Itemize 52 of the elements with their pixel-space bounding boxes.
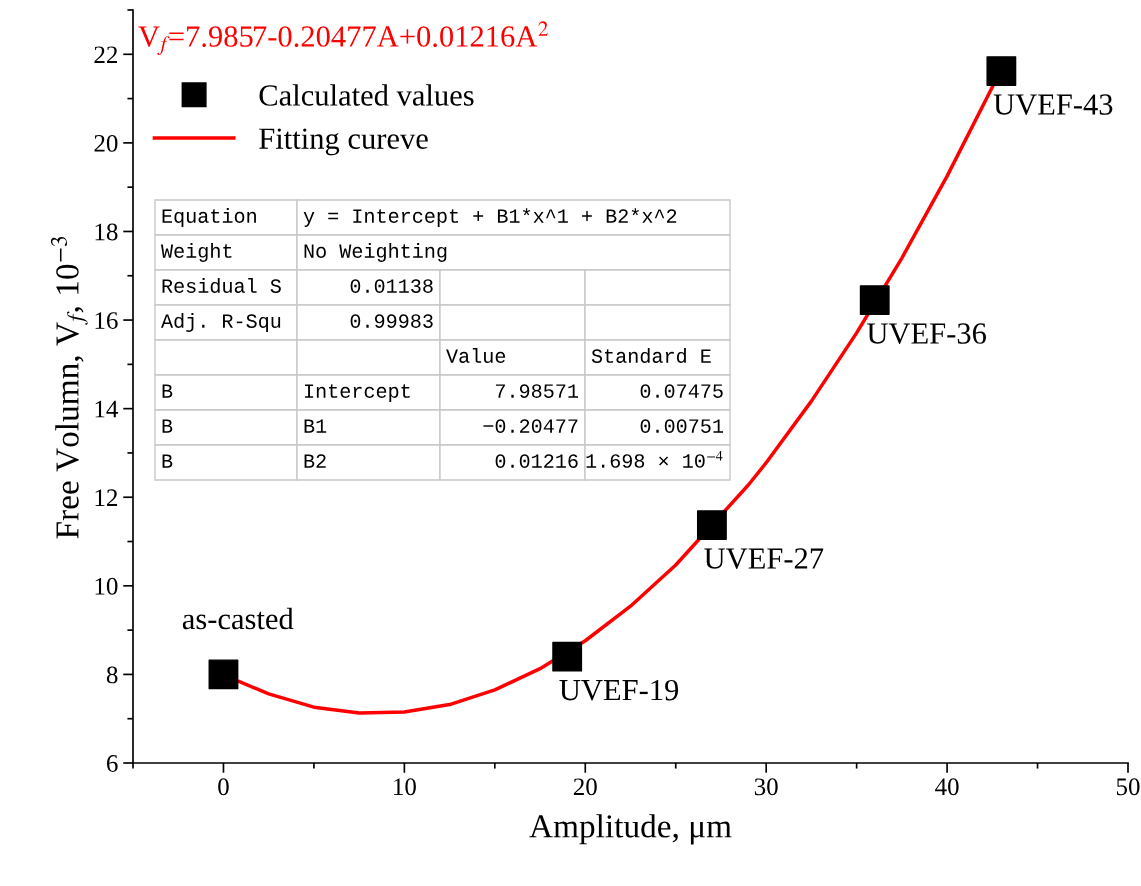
y-tick-label: 6	[106, 755, 118, 772]
annotation: Standard E	[591, 348, 711, 363]
y-tick-label: 8	[106, 666, 118, 684]
x-tick-label: 10	[394, 778, 416, 796]
annotation: y = Intercept + B1*x^1 + B2*x^2	[303, 208, 677, 227]
annotation: 0.99983	[350, 314, 433, 328]
point	[208, 659, 239, 690]
annotation: 1.698 × 10$^{−4}$	[586, 450, 723, 468]
legend-label: Calculated values	[259, 84, 474, 106]
annotation: Weight	[161, 243, 232, 262]
annotation: B	[162, 454, 173, 468]
annotation: UVEF-19	[559, 679, 679, 701]
annotation: B	[162, 384, 173, 398]
y-tick-label: 22	[94, 46, 118, 63]
y-tick-label: 20	[94, 134, 118, 152]
annotation: Intercept	[304, 384, 410, 402]
annotation: Value	[446, 348, 506, 363]
point	[552, 641, 583, 672]
annotation: Adj. R-Squ	[161, 313, 281, 332]
annotation: B1	[304, 419, 327, 433]
annotation: 7.98571	[495, 384, 579, 398]
annotation: No Weighting	[304, 243, 447, 262]
legend-label: Fitting cureve	[259, 128, 428, 156]
y-axis-title: Free Volumn, V$_{f}$, 10$^{−3}$	[50, 236, 88, 539]
annotation: UVEF-43	[993, 94, 1113, 116]
x-tick-label: 50	[1116, 778, 1140, 796]
x-tick-label: 0	[218, 778, 229, 796]
annotation: Equation	[162, 208, 256, 227]
point	[696, 510, 727, 541]
x-axis-title: Amplitude, μm	[529, 814, 732, 845]
annotation: UVEF-36	[867, 323, 986, 345]
y-tick-label: 18	[95, 223, 118, 241]
x-tick-label: 20	[573, 778, 597, 796]
annotation: B2	[304, 454, 326, 468]
annotation: 0.01216	[495, 454, 578, 468]
annotation: B	[162, 419, 173, 433]
annotation: UVEF-27	[704, 548, 824, 570]
annotation: 0.01138	[350, 279, 433, 293]
annotation: Residual S	[162, 278, 281, 293]
point	[986, 56, 1017, 87]
y-tick-label: 12	[95, 489, 118, 506]
annotation: 0.07475	[640, 384, 723, 398]
x-tick-label: 30	[754, 778, 778, 796]
y-tick-label: 14	[95, 400, 119, 418]
annotation: 0.00751	[640, 419, 724, 433]
y-tick-label: 16	[95, 312, 118, 329]
annotation: V$_{f}$=7.9857-0.20477A+0.01216A$^{2}$	[138, 21, 548, 55]
x-tick-label: 40	[935, 778, 959, 796]
annotation: −0.20477	[483, 419, 578, 433]
y-tick-label: 10	[95, 577, 118, 595]
point	[859, 285, 890, 316]
annotation: as-casted	[182, 607, 294, 630]
